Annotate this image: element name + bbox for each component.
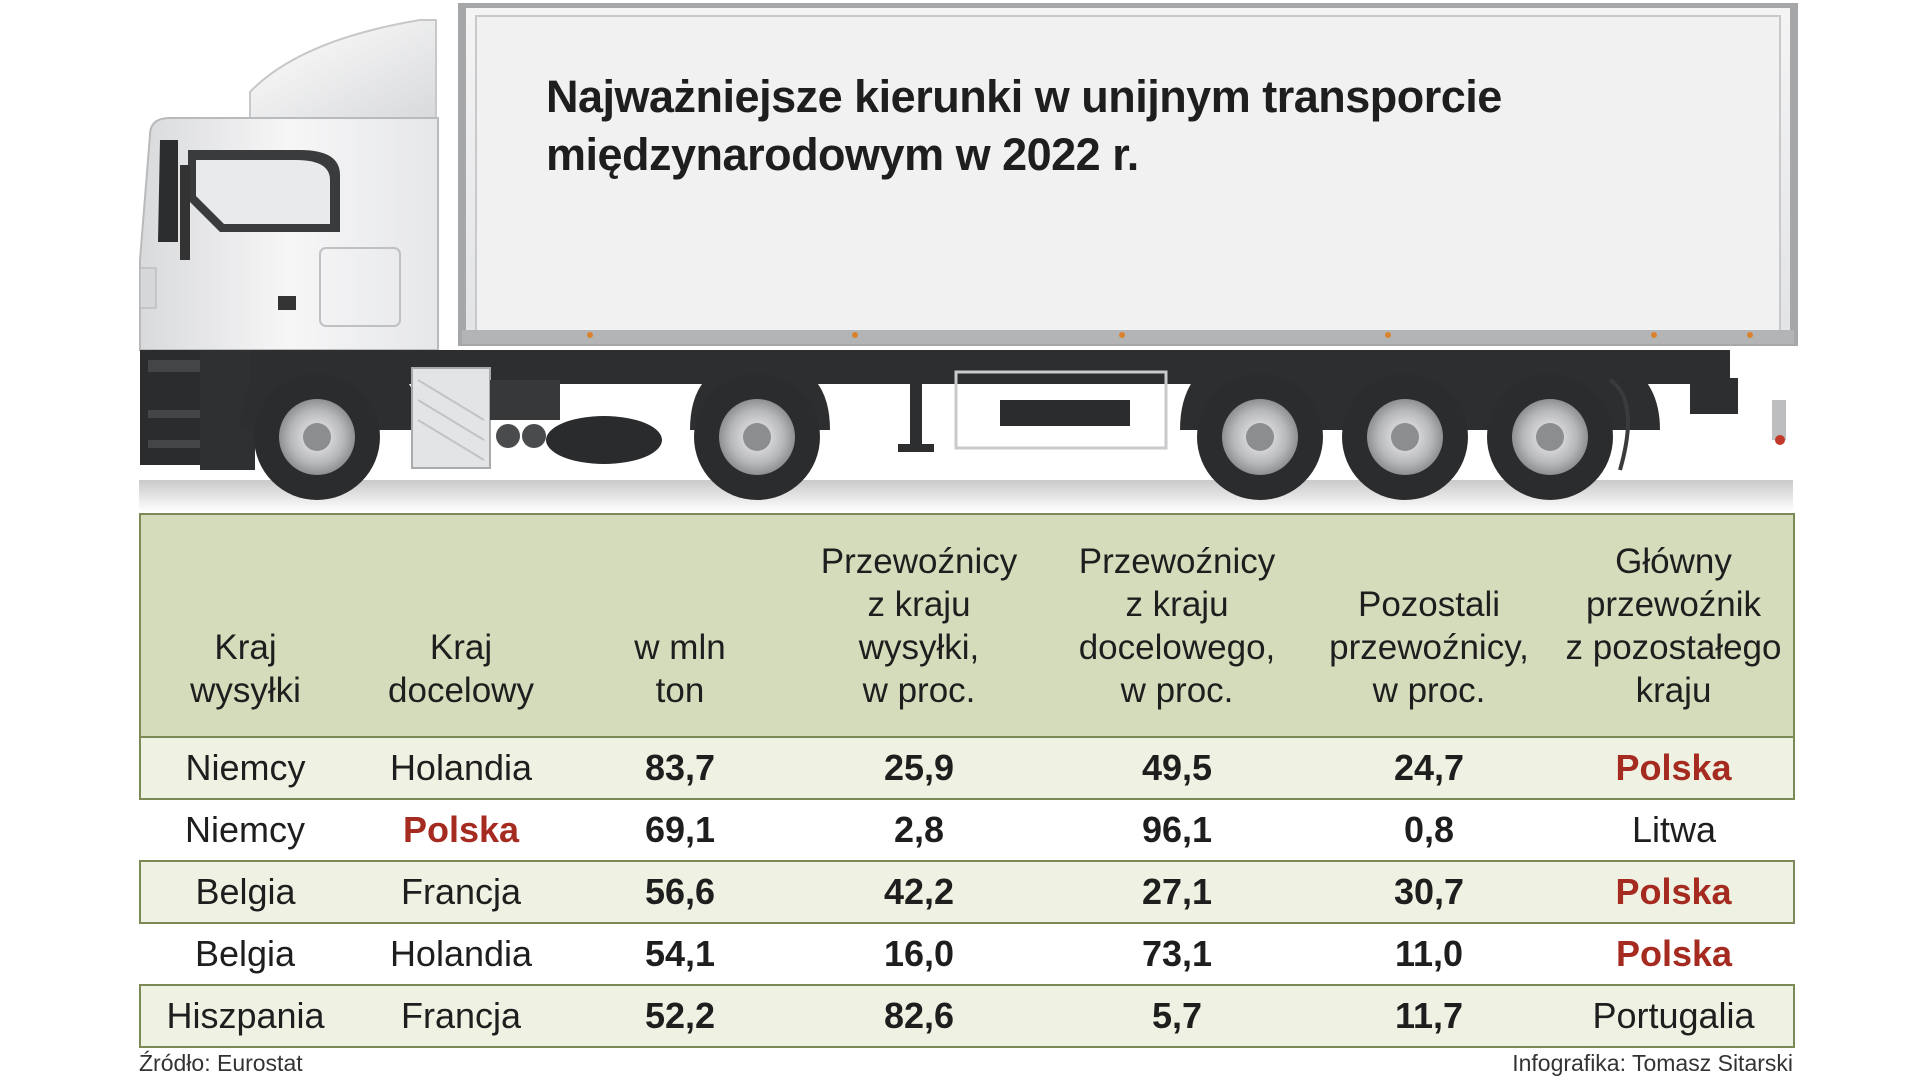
table-row: Belgia Francja 56,6 42,2 27,1 30,7 Polsk…	[139, 860, 1795, 924]
wheel-trailer-3	[1487, 374, 1613, 500]
cell-dest-carriers: 5,7	[1050, 984, 1304, 1048]
header-origin-country: Kraj wysyłki	[139, 513, 350, 738]
cell-other-carriers: 0,8	[1403, 809, 1455, 850]
cell-origin-carriers: 2,8	[893, 809, 945, 850]
wheel-trailer-1	[1197, 374, 1323, 500]
transport-directions-table: Kraj wysyłki Kraj docelowy w mln ton Przewo…	[139, 513, 1795, 1048]
truck-illustration	[139, 3, 1798, 512]
wheel-trailer-2	[1342, 374, 1468, 500]
cell-origin-carriers: 25,9	[788, 736, 1050, 800]
cell-dest-carriers: 27,1	[1050, 860, 1304, 924]
cell-origin: Niemcy	[139, 736, 350, 800]
table-row: Hiszpania Francja 52,2 82,6 5,7 11,7 Por…	[139, 984, 1795, 1048]
table-row: Niemcy Polska 69,1 2,8 96,1 0,8 Litwa	[140, 799, 1794, 861]
cell-origin-carriers: 16,0	[883, 933, 955, 974]
cell-origin-carriers: 42,2	[788, 860, 1050, 924]
cell-origin: Belgia	[194, 933, 296, 974]
cell-mln-ton: 83,7	[572, 736, 788, 800]
cell-mln-ton: 69,1	[644, 809, 716, 850]
cell-destination: Holandia	[389, 933, 533, 974]
header-destination-carriers: Przewoźnicy z kraju docelowego, w proc.	[1050, 513, 1304, 738]
source-note: Źródło: Eurostat	[139, 1050, 303, 1076]
wheel-drive	[694, 374, 820, 500]
cab-roof	[249, 19, 437, 121]
header-other-carriers: Pozostali przewoźnicy, w proc.	[1304, 513, 1554, 738]
cell-destination: Francja	[350, 860, 572, 924]
cell-dest-carriers: 49,5	[1050, 736, 1304, 800]
data-table-wrapper: Kraj wysyłki Kraj docelowy w mln ton Przewo…	[139, 513, 1795, 1048]
wheel-front	[254, 374, 380, 500]
header-main-other-carrier: Główny przewoźnik z pozostałego kraju	[1554, 513, 1795, 738]
cell-main-other: Polska	[1615, 933, 1733, 974]
table-row: Niemcy Holandia 83,7 25,9 49,5 24,7 Pols…	[139, 736, 1795, 800]
cell-origin: Niemcy	[184, 809, 305, 850]
cell-mln-ton: 52,2	[572, 984, 788, 1048]
cell-origin: Hiszpania	[139, 984, 350, 1048]
cab	[139, 117, 439, 470]
cell-main-other: Polska	[1554, 860, 1795, 924]
header-origin-carriers: Przewoźnicy z kraju wysyłki, w proc.	[788, 513, 1050, 738]
cell-other-carriers: 24,7	[1304, 736, 1554, 800]
infographic-title: Najważniejsze kierunki w unijnym transpo…	[546, 68, 1746, 184]
cell-dest-carriers: 96,1	[1141, 809, 1213, 850]
cell-main-other: Portugalia	[1554, 984, 1795, 1048]
table-row: Belgia Holandia 54,1 16,0 73,1 11,0 Pols…	[140, 923, 1794, 985]
credit-note: Infografika: Tomasz Sitarski	[1512, 1050, 1793, 1076]
cell-main-other: Litwa	[1631, 809, 1717, 850]
table-header-row: Kraj wysyłki Kraj docelowy w mln ton Przewo…	[139, 513, 1795, 738]
header-million-tons: w mln ton	[572, 513, 788, 738]
header-destination-country: Kraj docelowy	[350, 513, 572, 738]
cell-main-other: Polska	[1554, 736, 1795, 800]
title-line-2: międzynarodowym w 2022 r.	[546, 129, 1139, 180]
cell-origin: Belgia	[139, 860, 350, 924]
cell-destination: Francja	[350, 984, 572, 1048]
title-line-1: Najważniejsze kierunki w unijnym transpo…	[546, 71, 1502, 122]
trailer	[458, 3, 1798, 346]
cell-other-carriers: 30,7	[1304, 860, 1554, 924]
cell-other-carriers: 11,0	[1394, 933, 1464, 974]
cell-mln-ton: 54,1	[644, 933, 716, 974]
cell-other-carriers: 11,7	[1304, 984, 1554, 1048]
cell-mln-ton: 56,6	[572, 860, 788, 924]
cell-dest-carriers: 73,1	[1141, 933, 1213, 974]
cell-origin-carriers: 82,6	[788, 984, 1050, 1048]
cell-destination: Polska	[402, 809, 520, 850]
cell-destination: Holandia	[350, 736, 572, 800]
